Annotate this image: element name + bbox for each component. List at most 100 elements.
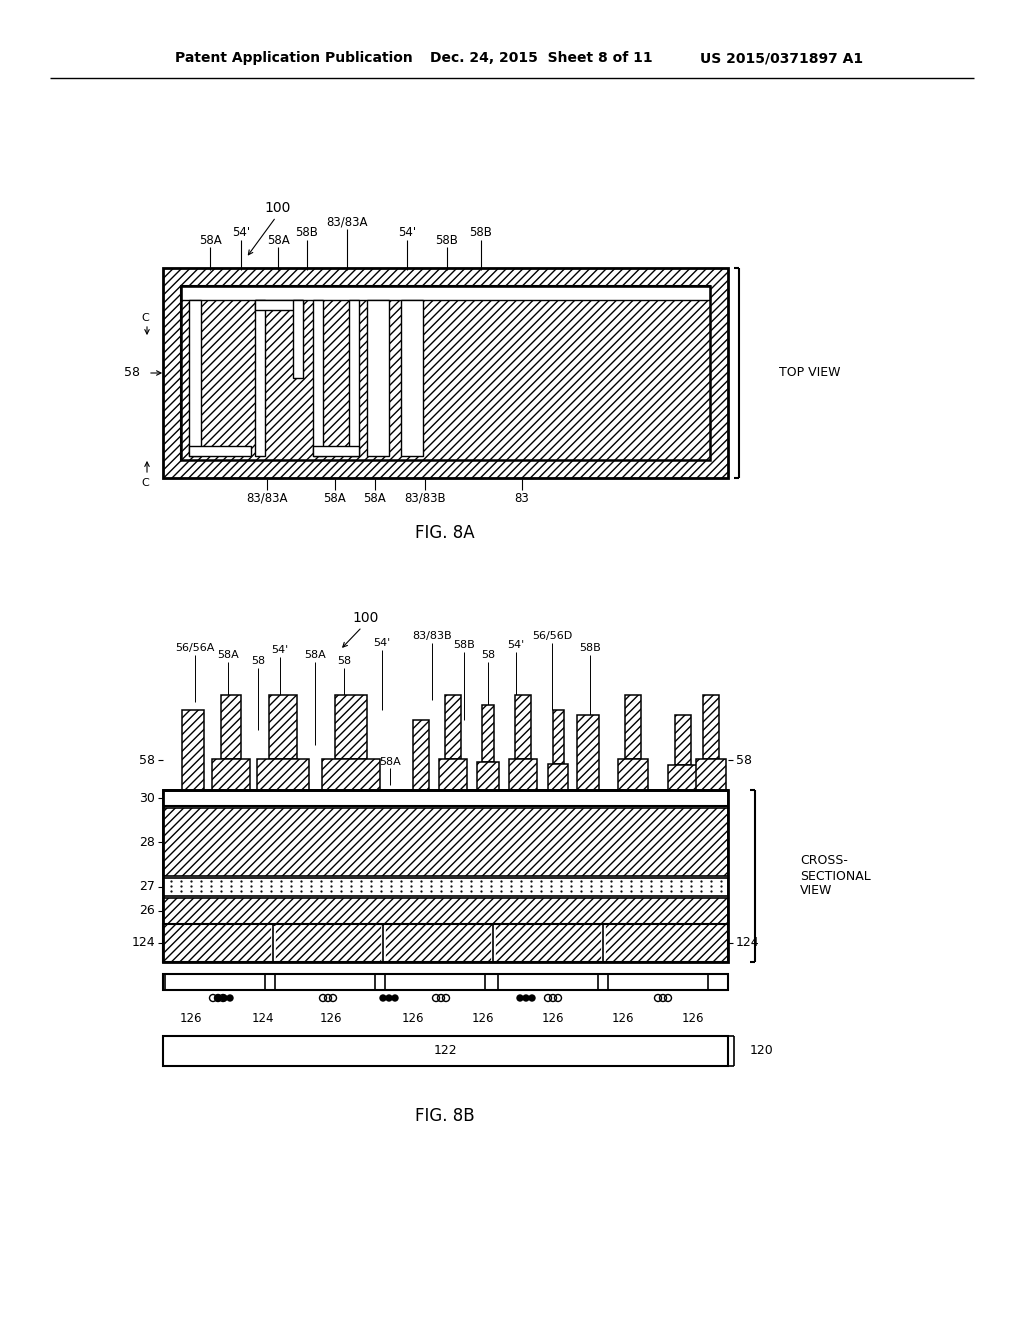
Bar	[181, 286, 710, 459]
Bar	[293, 300, 303, 378]
Text: 28: 28	[139, 836, 155, 849]
Bar	[445, 696, 461, 759]
Bar	[482, 705, 494, 762]
Text: FIG. 8A: FIG. 8A	[415, 524, 475, 543]
Text: 54': 54'	[374, 638, 390, 648]
Text: 54': 54'	[271, 645, 289, 655]
Bar	[163, 789, 728, 962]
Text: C: C	[141, 478, 148, 488]
Text: 83/83A: 83/83A	[246, 491, 288, 504]
Text: 58: 58	[337, 656, 351, 667]
Bar	[165, 974, 265, 990]
Bar	[608, 974, 708, 990]
Text: 58A: 58A	[217, 649, 239, 660]
Bar	[163, 974, 728, 990]
Text: 122: 122	[433, 1044, 457, 1057]
Bar	[220, 696, 242, 759]
Circle shape	[227, 995, 233, 1001]
Bar	[313, 446, 359, 455]
Bar	[625, 696, 641, 759]
Bar	[696, 759, 726, 789]
Circle shape	[523, 995, 529, 1001]
Bar	[313, 300, 323, 455]
Text: 83/83A: 83/83A	[327, 215, 368, 228]
Bar	[255, 300, 303, 310]
Bar	[255, 300, 265, 455]
Bar	[163, 268, 728, 478]
Text: 58: 58	[251, 656, 265, 667]
Bar	[618, 759, 648, 789]
Text: 58A: 58A	[199, 234, 221, 247]
Text: 54': 54'	[398, 227, 416, 239]
Text: 126: 126	[472, 1011, 495, 1024]
Text: 126: 126	[542, 1011, 564, 1024]
Text: 27: 27	[139, 880, 155, 894]
Text: 58: 58	[736, 754, 752, 767]
Circle shape	[529, 995, 535, 1001]
Bar	[275, 974, 375, 990]
Text: 126: 126	[611, 1011, 634, 1024]
Text: 58A: 58A	[266, 234, 290, 247]
Text: 100: 100	[264, 201, 291, 215]
Bar	[675, 715, 691, 766]
Bar	[212, 759, 250, 789]
Bar	[553, 710, 563, 764]
Text: 58A: 58A	[324, 491, 346, 504]
Circle shape	[215, 995, 221, 1001]
Bar	[189, 446, 251, 455]
Text: 58B: 58B	[435, 234, 459, 247]
Bar	[401, 300, 423, 455]
Text: 83/83B: 83/83B	[404, 491, 445, 504]
Text: 58B: 58B	[454, 640, 475, 649]
Bar	[181, 286, 710, 459]
Bar	[182, 710, 204, 789]
Text: Patent Application Publication: Patent Application Publication	[175, 51, 413, 65]
Text: 56/56D: 56/56D	[531, 631, 572, 642]
Bar	[477, 762, 499, 789]
Text: 58: 58	[124, 367, 140, 380]
Text: 124: 124	[252, 1011, 274, 1024]
Bar	[498, 974, 598, 990]
Text: 124: 124	[131, 936, 155, 949]
Text: Dec. 24, 2015  Sheet 8 of 11: Dec. 24, 2015 Sheet 8 of 11	[430, 51, 652, 65]
Bar	[163, 878, 728, 896]
Text: 126: 126	[401, 1011, 424, 1024]
Bar	[349, 300, 359, 455]
Text: 30: 30	[139, 792, 155, 804]
Bar	[439, 759, 467, 789]
Bar	[322, 759, 380, 789]
Bar	[601, 927, 605, 960]
Text: 54': 54'	[232, 227, 250, 239]
Bar	[257, 759, 309, 789]
Bar	[385, 974, 485, 990]
Bar	[181, 286, 710, 300]
Bar	[381, 927, 385, 960]
Bar	[163, 1036, 728, 1067]
Text: 100: 100	[352, 611, 379, 624]
Text: 83: 83	[515, 491, 529, 504]
Bar	[163, 898, 728, 924]
Circle shape	[221, 995, 227, 1001]
Text: US 2015/0371897 A1: US 2015/0371897 A1	[700, 51, 863, 65]
Bar	[668, 766, 698, 789]
Bar	[271, 927, 275, 960]
Circle shape	[380, 995, 386, 1001]
Text: 126: 126	[180, 1011, 203, 1024]
Bar	[509, 759, 537, 789]
Bar	[335, 696, 367, 759]
Text: 56/56A: 56/56A	[175, 643, 215, 653]
Bar	[163, 808, 728, 876]
Bar	[702, 696, 719, 759]
Text: 58A: 58A	[364, 491, 386, 504]
Circle shape	[517, 995, 523, 1001]
Bar	[490, 927, 495, 960]
Bar	[163, 789, 728, 807]
Text: 126: 126	[319, 1011, 342, 1024]
Bar	[515, 696, 530, 759]
Text: 58B: 58B	[296, 227, 318, 239]
Text: 54': 54'	[507, 640, 524, 649]
Text: 58B: 58B	[580, 643, 601, 653]
Text: CROSS-
SECTIONAL
VIEW: CROSS- SECTIONAL VIEW	[800, 854, 870, 898]
Text: FIG. 8B: FIG. 8B	[415, 1107, 475, 1125]
Bar	[189, 300, 201, 455]
